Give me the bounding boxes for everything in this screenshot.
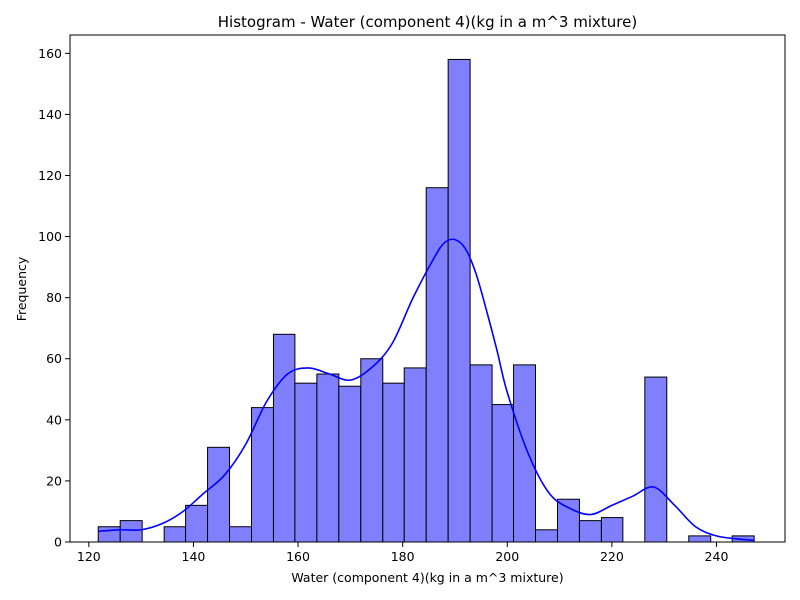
histogram-bar	[578, 520, 602, 543]
histogram-bar	[513, 364, 537, 543]
histogram-bar	[447, 58, 471, 543]
histogram-bar	[338, 385, 362, 543]
histogram-bar	[382, 382, 405, 543]
histogram-bar	[272, 333, 296, 543]
histogram-bars	[97, 58, 755, 543]
histogram-bar	[229, 526, 252, 543]
y-axis-ticks: 0 20 40 60 80 100 120 140 160	[38, 46, 70, 550]
histogram-bar	[360, 358, 384, 543]
histogram-bar	[251, 407, 274, 543]
y-tick-label: 100	[38, 229, 62, 244]
y-tick-label: 120	[38, 168, 62, 183]
y-tick-label: 60	[46, 351, 62, 366]
histogram-bar	[535, 529, 558, 543]
y-tick-label: 20	[46, 473, 62, 488]
y-tick-label: 0	[54, 535, 62, 550]
histogram-bar	[491, 404, 515, 543]
x-tick-label: 160	[286, 549, 310, 564]
histogram-bar	[403, 367, 427, 543]
kde-curve	[98, 238, 755, 542]
x-axis-label: Water (component 4)(kg in a m^3 mixture)	[291, 570, 563, 585]
y-tick-label: 40	[46, 412, 62, 427]
histogram-bar	[469, 364, 493, 543]
histogram-bar	[185, 504, 209, 543]
histogram-bar	[97, 526, 121, 543]
histogram-bar	[600, 517, 624, 543]
histogram-bar	[644, 376, 668, 543]
histogram-bar	[425, 187, 449, 543]
x-axis-ticks: 120 140 160 180 200 220 240	[77, 542, 729, 564]
chart-title: Histogram - Water (component 4)(kg in a …	[218, 13, 637, 31]
y-tick-label: 160	[38, 46, 62, 61]
histogram-bar	[163, 526, 187, 543]
y-tick-label: 80	[46, 290, 62, 305]
histogram-bar	[556, 498, 580, 543]
histogram-bar	[294, 382, 318, 543]
kde-curve-layer	[98, 238, 755, 542]
histogram-bar	[316, 373, 340, 543]
x-tick-label: 180	[391, 549, 415, 564]
histogram-bar	[688, 535, 712, 543]
histogram-bar	[207, 446, 231, 543]
plot-frame	[69, 34, 786, 543]
y-tick-label: 140	[38, 107, 62, 122]
x-tick-label: 140	[182, 549, 206, 564]
x-tick-label: 220	[600, 549, 624, 564]
x-tick-label: 240	[705, 549, 729, 564]
y-axis-label: Frequency	[14, 256, 29, 321]
histogram-bar	[119, 520, 143, 543]
x-tick-label: 200	[495, 549, 519, 564]
x-tick-label: 120	[77, 549, 101, 564]
